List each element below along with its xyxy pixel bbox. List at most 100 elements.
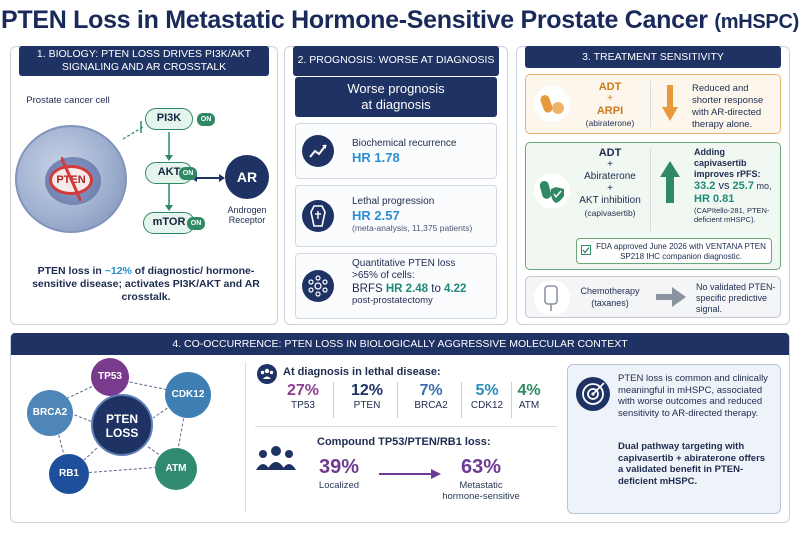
combo-capivasertib: (capivasertib) (584, 208, 636, 218)
biology-summary-text: PTEN loss in ~12% of diagnostic/ hormone… (25, 265, 267, 304)
prognosis-panel: 2. PROGNOSIS: WORSE AT DIAGNOSIS Worse p… (284, 46, 508, 325)
rpfs-value-a: 33.2 (694, 180, 716, 192)
compound-localized-value: 39% (318, 456, 360, 478)
quantitative-hr-line: BRFS HR 2.48 to 4.22 (352, 283, 492, 295)
biology-text-highlight: ~12% (104, 265, 132, 277)
pct-atm-label: ATM (518, 400, 540, 411)
lethal-label: Lethal progression (352, 196, 435, 207)
adt-arpi-label: ADT + ARPI (abiraterone) (574, 81, 646, 129)
pten-cross-icon (61, 157, 81, 201)
biology-header-line2: SIGNALING AND AR CROSSTALK (61, 61, 227, 73)
combo-plus2: + (607, 183, 613, 194)
chemo-line1: Chemotherapy (580, 286, 640, 296)
summary-text-2: Dual pathway targeting with capivasertib… (618, 441, 766, 487)
fda-text: FDA approved June 2026 with VENTANA PTEN… (596, 242, 766, 261)
pi3k-on-badge: ON (197, 113, 215, 126)
pi3k-node: PI3K (145, 108, 193, 130)
pct-brca2-label: BRCA2 (414, 400, 448, 411)
prognosis-panel-header: 2. PROGNOSIS: WORSE AT DIAGNOSIS (293, 46, 499, 76)
combo-plus1: + (607, 159, 613, 170)
stat-row-quantitative: Quantitative PTEN loss >65% of cells: BR… (295, 253, 497, 319)
co-occurrence-panel: 4. CO-OCCURRENCE: PTEN LOSS IN BIOLOGICA… (10, 333, 790, 523)
patients-icon (256, 446, 296, 470)
capivasertib-desc: Adding capivasertib improves rPFS: 33.2 … (694, 147, 780, 224)
biology-text-part1: PTEN loss in (37, 265, 105, 277)
quantitative-hr-a: HR 2.48 (385, 283, 429, 295)
cell-label: Prostate cancer cell (26, 95, 110, 106)
target-icon (576, 377, 610, 411)
orange-separator (650, 81, 651, 127)
compound-metastatic-value: 63% (460, 456, 502, 478)
compound-title: Compound TP53/PTEN/RB1 loss: (317, 436, 491, 448)
iv-bag-icon (534, 280, 570, 316)
pct-pten-label: PTEN (353, 400, 381, 411)
compound-arrow-icon (379, 469, 441, 479)
pct-tp53-value: 27% (286, 382, 320, 399)
pct-atm: 4% ATM (501, 382, 557, 411)
co-occurrence-header: 4. CO-OCCURRENCE: PTEN LOSS IN BIOLOGICA… (11, 333, 789, 355)
divider-left (245, 362, 246, 512)
biology-header-line1: 1. BIOLOGY: PTEN LOSS DRIVES PI3K/AKT (36, 48, 252, 60)
akt-on-badge: ON (179, 167, 197, 180)
stat-row-lethal: Lethal progression HR 2.57 (meta-analysi… (295, 185, 497, 247)
adt-plus: + (607, 93, 613, 104)
up-arrow-icon (660, 161, 680, 203)
diagnosis-title: At diagnosis in lethal disease: (283, 366, 441, 378)
adt-label: ADT (598, 81, 622, 93)
pct-pten-value: 12% (350, 382, 384, 399)
cells-icon (302, 270, 334, 302)
prostate-cell-icon: PTEN (15, 125, 127, 233)
stat-text-lethal: Lethal progression HR 2.57 (meta-analysi… (352, 196, 492, 234)
center-line1: PTEN (105, 412, 138, 426)
pct-atm-value: 4% (517, 382, 541, 399)
treatment-panel: 3. TREATMENT SENSITIVITY ADT + ARPI (abi… (516, 46, 790, 325)
worse-prognosis-box: Worse prognosis at diagnosis (295, 77, 497, 117)
capivasertib-hr: HR 0.81 (694, 193, 735, 205)
arpi-label: ARPI (596, 105, 624, 117)
summary-box: PTEN loss is common and clinically meani… (567, 364, 781, 514)
biology-panel-header: 1. BIOLOGY: PTEN LOSS DRIVES PI3K/AKT SI… (19, 46, 269, 76)
adt-arpi-box: ADT + ARPI (abiraterone) Reduced and sho… (525, 74, 781, 134)
check-box-icon (581, 245, 591, 255)
pten-loss-center: PTEN LOSS (91, 394, 153, 456)
abiraterone-label: (abiraterone) (585, 118, 635, 128)
pills-shield-icon (534, 173, 570, 209)
gene-brca2: BRCA2 (27, 390, 73, 436)
gene-rb1: RB1 (49, 454, 89, 494)
title-main: PTEN Loss in Metastatic Hormone-Sensitiv… (1, 6, 708, 34)
mtor-node: mTOR (143, 212, 195, 234)
combo-abiraterone: Abiraterone (584, 171, 636, 182)
pct-brca2: 7% BRCA2 (403, 382, 459, 411)
line-chart-icon (302, 135, 334, 167)
quantitative-note: post-prostatectomy (352, 295, 433, 306)
pills-icon (534, 86, 570, 122)
green-separator (650, 149, 651, 231)
quantitative-label-line1: Quantitative PTEN loss (352, 258, 456, 269)
chemo-line2: (taxanes) (591, 298, 629, 308)
pct-tp53: 27% TP53 (275, 382, 331, 411)
adt-arpi-desc: Reduced and shorter response with AR-dir… (692, 83, 764, 130)
stat-row-biochemical: Biochemical recurrence HR 1.78 (295, 123, 497, 179)
center-line2: LOSS (105, 426, 139, 440)
gene-tp53: TP53 (91, 358, 129, 396)
rpfs-unit: mo, (753, 181, 772, 191)
biochemical-label: Biochemical recurrence (352, 138, 457, 149)
capivasertib-box: ADT + Abiraterone + AKT inhibition (capi… (525, 142, 781, 270)
pct-separator-1 (333, 382, 334, 418)
combo-akt: AKT inhibition (579, 195, 641, 206)
biology-text-part2: of diagnostic/ hormone-sensitive disease… (32, 265, 260, 303)
gene-cdk12: CDK12 (165, 372, 211, 418)
pct-separator-4 (511, 382, 512, 418)
mtor-on-badge: ON (187, 217, 205, 230)
lethal-note: (meta-analysis, 11,375 patients) (352, 223, 473, 233)
pct-tp53-label: TP53 (291, 400, 315, 411)
divider-mid (255, 426, 557, 427)
gene-atm: ATM (155, 448, 197, 490)
treatment-panel-header: 3. TREATMENT SENSITIVITY (525, 46, 781, 68)
biochemical-hr: HR 1.78 (352, 150, 400, 165)
combination-label: ADT + Abiraterone + AKT inhibition (capi… (574, 147, 646, 219)
right-arrow-icon (656, 287, 686, 307)
chemo-desc: No validated PTEN-specific predictive si… (696, 282, 776, 314)
capivasertib-note: (CAPItello-281, PTEN-deficient mHSPC). (694, 206, 770, 224)
pct-pten: 12% PTEN (339, 382, 395, 411)
